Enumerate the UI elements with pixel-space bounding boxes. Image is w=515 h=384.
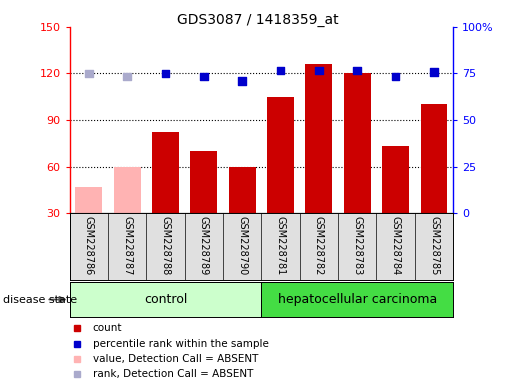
Text: GSM228783: GSM228783 (352, 217, 362, 276)
Text: GSM228784: GSM228784 (391, 217, 401, 276)
Bar (267, 97, 294, 213)
Bar (261, 282, 453, 317)
Text: disease state: disease state (3, 295, 77, 305)
Point (391, 73, 400, 79)
Point (161, 70, 169, 76)
Text: GSM228785: GSM228785 (429, 217, 439, 276)
Text: GSM228788: GSM228788 (161, 217, 170, 276)
Text: GDS3087 / 1418359_at: GDS3087 / 1418359_at (177, 13, 338, 27)
Point (353, 67, 362, 73)
Text: hepatocellular carcinoma: hepatocellular carcinoma (278, 293, 437, 306)
Point (200, 73, 208, 79)
Text: value, Detection Call = ABSENT: value, Detection Call = ABSENT (93, 354, 258, 364)
Point (238, 78, 246, 84)
Bar (114, 167, 141, 213)
Text: GSM228787: GSM228787 (122, 217, 132, 276)
Text: GSM228781: GSM228781 (276, 217, 285, 276)
Bar (229, 167, 255, 213)
Bar (191, 151, 217, 213)
Text: GSM228786: GSM228786 (84, 217, 94, 276)
Text: rank, Detection Call = ABSENT: rank, Detection Call = ABSENT (93, 369, 253, 379)
Point (430, 69, 438, 75)
Point (123, 73, 131, 79)
Text: percentile rank within the sample: percentile rank within the sample (93, 339, 268, 349)
Bar (152, 132, 179, 213)
Point (315, 67, 323, 73)
Bar (70, 282, 261, 317)
Text: GSM228789: GSM228789 (199, 217, 209, 276)
Bar (305, 64, 332, 213)
Bar (421, 104, 448, 213)
Text: GSM228782: GSM228782 (314, 217, 324, 276)
Text: count: count (93, 323, 122, 333)
Text: GSM228790: GSM228790 (237, 217, 247, 276)
Bar (344, 73, 371, 213)
Point (84, 70, 93, 76)
Bar (382, 146, 409, 213)
Bar (75, 187, 102, 213)
Point (277, 67, 285, 73)
Text: control: control (144, 293, 187, 306)
